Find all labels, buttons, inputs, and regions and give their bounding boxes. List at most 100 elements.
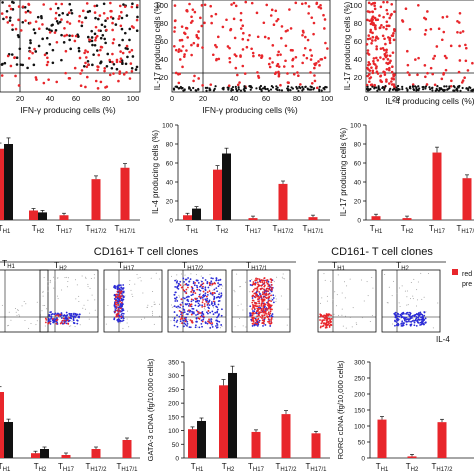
facs-event: [213, 298, 215, 301]
scatter-point: [306, 87, 309, 90]
scatter-point: [67, 76, 71, 80]
facs-event: [251, 312, 254, 315]
facs-event: [76, 319, 79, 322]
facs-event: [256, 289, 259, 292]
scatter-point: [54, 29, 58, 32]
facs-event: [60, 312, 63, 314]
facs-event: [130, 289, 132, 291]
facs-event: [198, 295, 201, 298]
scatter-point: [214, 12, 218, 16]
facs-event: [68, 325, 70, 327]
scatter-point: [112, 62, 116, 66]
facs-event: [189, 278, 192, 281]
scatter-point: [96, 68, 99, 72]
scatter-point: [382, 26, 385, 29]
facs-event: [193, 284, 196, 287]
scatter-point: [33, 31, 37, 35]
scatter-point: [378, 26, 382, 29]
facs-event: [356, 324, 358, 326]
facs-event: [181, 286, 184, 289]
scatter-point: [71, 34, 74, 38]
facs-event: [256, 294, 258, 297]
scatter-point: [310, 54, 314, 57]
facs-event: [242, 325, 244, 327]
facs-event: [260, 302, 263, 305]
scatter-point: [177, 50, 180, 53]
scatter-point: [317, 5, 321, 9]
facs-event: [122, 309, 125, 312]
facs-event: [57, 298, 59, 300]
scatter-point: [317, 60, 320, 63]
bar: [4, 144, 13, 220]
scatter-point: [130, 67, 134, 70]
legend-text-2: pre: [462, 281, 472, 288]
scatter-point: [196, 43, 200, 47]
facs-event: [183, 297, 186, 300]
scatter-point: [309, 88, 313, 91]
facs-event: [321, 321, 324, 323]
scatter-point: [276, 53, 280, 57]
facs-event: [68, 316, 70, 319]
facs-event: [159, 303, 161, 305]
scatter-point: [424, 28, 428, 32]
scatter-point: [326, 47, 329, 50]
facs-event: [349, 317, 351, 319]
scatter-point: [397, 88, 401, 91]
facs-event: [105, 323, 107, 325]
facs-event: [259, 294, 262, 297]
scatter-point: [24, 10, 28, 14]
scatter-point: [180, 38, 184, 42]
scatter-point: [119, 57, 123, 60]
scatter-point: [275, 19, 278, 23]
facs-event: [268, 288, 270, 290]
facs-event: [199, 315, 202, 318]
scatter-point: [279, 53, 282, 56]
facs-event: [220, 314, 223, 317]
facs-event: [341, 314, 343, 316]
facs-event: [210, 318, 213, 320]
facs-event: [233, 289, 235, 291]
facs-event: [65, 314, 68, 317]
facs-event: [276, 276, 278, 278]
facs-event: [185, 296, 188, 299]
scatter-point: [370, 83, 374, 86]
scatter-point: [112, 38, 116, 41]
scatter-point: [102, 11, 106, 15]
scatter-point: [135, 3, 139, 7]
facs-event: [120, 315, 123, 318]
facs-event: [35, 324, 37, 326]
scatter-point: [269, 88, 273, 91]
facs-event: [212, 290, 214, 292]
bar: [251, 431, 261, 458]
scatter-point: [385, 48, 388, 52]
scatter-point: [188, 87, 191, 90]
scatter-point: [426, 71, 429, 75]
scatter-point: [32, 28, 36, 31]
scatter-point: [442, 30, 446, 34]
scatter-point: [433, 54, 437, 58]
scatter-point: [288, 8, 291, 11]
scatter2-xtick: 20: [199, 94, 207, 103]
facs-event: [200, 280, 203, 283]
scatter-point: [26, 66, 29, 70]
bar: [213, 169, 222, 220]
category-label: TH1: [0, 224, 11, 235]
scatter-point: [271, 44, 275, 47]
scatter-point: [260, 89, 263, 92]
facs-event: [173, 311, 176, 313]
facs-event: [269, 310, 272, 313]
facs-event: [237, 305, 239, 307]
scatter-point: [302, 88, 305, 91]
facs-event: [172, 317, 174, 319]
scatter-point: [172, 87, 176, 90]
facs-event: [262, 307, 265, 309]
scatter-point: [441, 16, 445, 19]
facs-event: [264, 324, 267, 326]
facs-event: [85, 277, 87, 279]
facs-event: [215, 287, 218, 289]
category-label: TH17: [56, 224, 73, 235]
scatter-point: [263, 35, 267, 39]
facs-event: [239, 317, 241, 319]
facs-event: [186, 290, 188, 292]
facs-event: [270, 284, 273, 286]
